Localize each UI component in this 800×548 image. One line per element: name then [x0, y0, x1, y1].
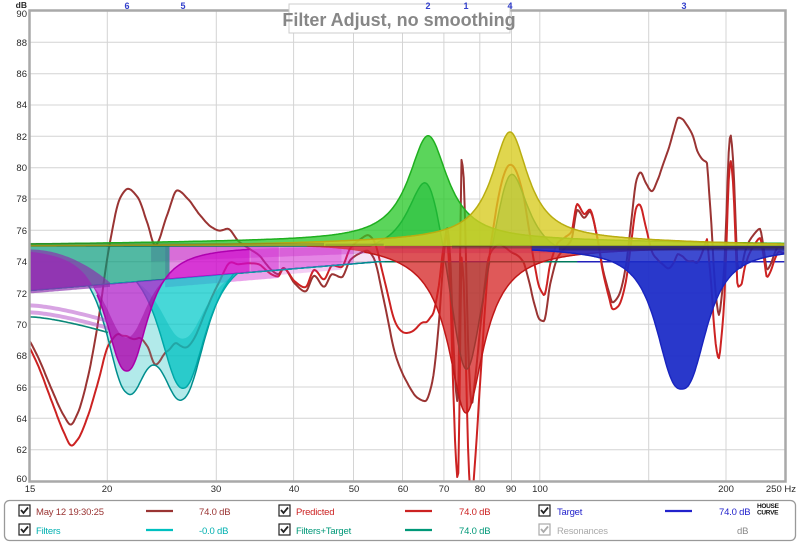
svg-text:40: 40: [289, 484, 300, 495]
svg-text:76: 76: [16, 226, 27, 237]
svg-text:dB: dB: [16, 0, 27, 10]
svg-text:80: 80: [475, 484, 486, 495]
svg-text:64: 64: [16, 414, 27, 425]
svg-text:15: 15: [25, 484, 36, 495]
svg-text:-0.0 dB: -0.0 dB: [199, 526, 228, 537]
svg-text:4: 4: [507, 1, 512, 11]
svg-text:84: 84: [16, 100, 27, 111]
svg-text:HOUSE: HOUSE: [757, 503, 780, 510]
svg-text:250 Hz: 250 Hz: [766, 484, 796, 495]
svg-text:Target: Target: [557, 507, 583, 518]
svg-text:dB: dB: [737, 526, 748, 537]
svg-text:3: 3: [681, 1, 686, 11]
svg-text:90: 90: [506, 484, 517, 495]
svg-text:Filters: Filters: [36, 526, 61, 537]
svg-text:200: 200: [718, 484, 734, 495]
svg-text:80: 80: [16, 163, 27, 174]
svg-text:88: 88: [16, 38, 27, 49]
svg-text:20: 20: [102, 484, 113, 495]
svg-text:Predicted: Predicted: [296, 507, 334, 518]
svg-text:100: 100: [532, 484, 548, 495]
svg-text:Filters+Target: Filters+Target: [296, 526, 352, 537]
svg-text:86: 86: [16, 69, 27, 80]
svg-text:74.0 dB: 74.0 dB: [199, 507, 230, 518]
svg-text:62: 62: [16, 445, 27, 456]
svg-text:Resonances: Resonances: [557, 526, 608, 537]
svg-text:74.0 dB: 74.0 dB: [459, 507, 490, 518]
svg-text:70: 70: [16, 320, 27, 331]
svg-text:68: 68: [16, 351, 27, 362]
svg-text:60: 60: [398, 484, 409, 495]
svg-text:CURVE: CURVE: [757, 510, 779, 517]
svg-text:90: 90: [16, 9, 27, 20]
svg-text:6: 6: [124, 1, 129, 11]
svg-text:5: 5: [180, 1, 185, 11]
svg-text:May 12 19:30:25: May 12 19:30:25: [36, 507, 104, 518]
svg-text:74.0 dB: 74.0 dB: [459, 526, 490, 537]
svg-text:66: 66: [16, 383, 27, 394]
svg-text:78: 78: [16, 194, 27, 205]
svg-text:1: 1: [463, 1, 468, 11]
svg-text:60: 60: [16, 474, 27, 485]
svg-text:Filter Adjust, no smoothing: Filter Adjust, no smoothing: [282, 10, 515, 30]
svg-text:74: 74: [16, 257, 27, 268]
svg-text:82: 82: [16, 132, 27, 143]
svg-text:2: 2: [425, 1, 430, 11]
svg-text:30: 30: [211, 484, 222, 495]
svg-text:50: 50: [349, 484, 360, 495]
svg-text:74.0 dB: 74.0 dB: [719, 507, 750, 518]
svg-text:70: 70: [439, 484, 450, 495]
svg-text:72: 72: [16, 289, 27, 300]
